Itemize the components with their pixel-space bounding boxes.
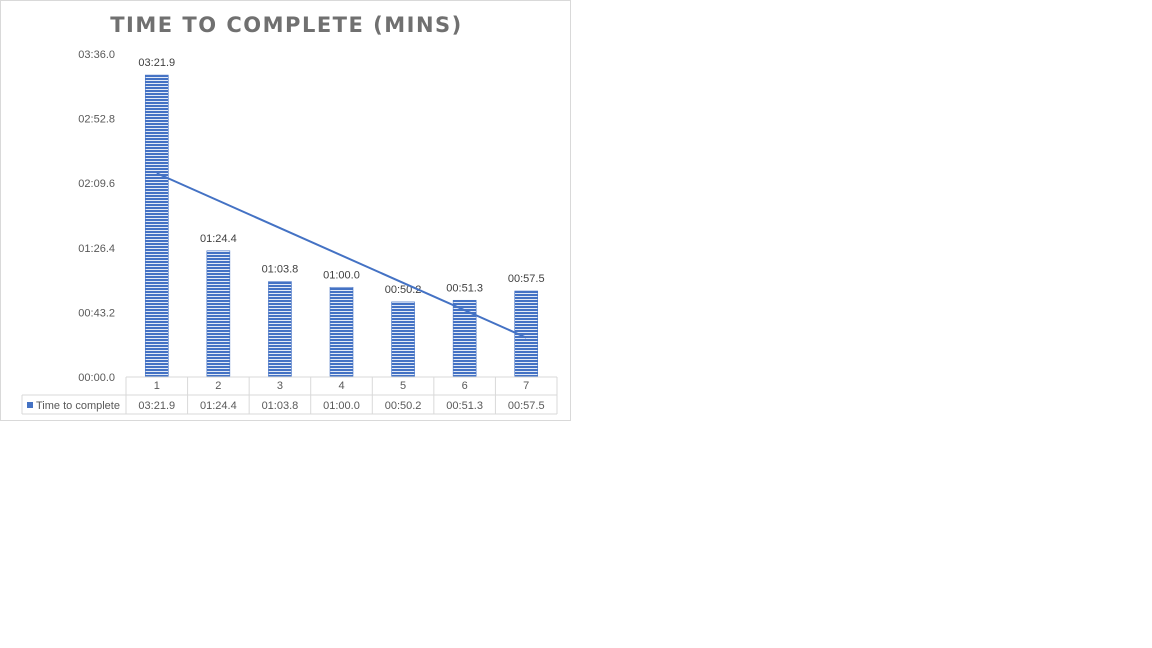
legend-key — [27, 402, 33, 408]
data-label: 01:24.4 — [200, 233, 237, 245]
table-cell: 03:21.9 — [138, 400, 175, 412]
bar — [329, 286, 354, 378]
chart-plot: 00:00.0 00:43.2 01:26.4 02:09.6 02:52.8 03:36… — [21, 49, 558, 415]
data-label: 00:57.5 — [508, 273, 545, 285]
data-label: 03:21.9 — [138, 57, 175, 69]
table-cell: 00:51.3 — [446, 400, 483, 412]
x-tick-label: 7 — [523, 380, 529, 392]
bar — [144, 74, 169, 378]
chart-title: TIME TO COMPLETE (MINS) — [110, 13, 463, 37]
data-label: 01:00.0 — [323, 269, 360, 281]
data-label: 00:50.2 — [385, 284, 422, 296]
y-tick-label: 00:00.0 — [78, 372, 115, 384]
legend-label: Time to complete — [36, 400, 120, 412]
x-tick-label: 2 — [215, 380, 221, 392]
table-cell: 01:03.8 — [262, 400, 299, 412]
bar — [206, 250, 231, 378]
data-labels: 03:21.9 01:24.4 01:03.8 01:00.0 00:50.2 00:51… — [138, 57, 544, 296]
x-tick-label: 6 — [462, 380, 468, 392]
y-tick-label: 01:26.4 — [78, 243, 115, 255]
x-tick-label: 5 — [400, 380, 406, 392]
table-cell: 01:24.4 — [200, 400, 237, 412]
data-label: 00:51.3 — [446, 282, 483, 294]
y-tick-label: 00:43.2 — [78, 307, 115, 319]
x-tick-label: 3 — [277, 380, 283, 392]
trendline-group — [156, 172, 527, 339]
bar-series — [144, 74, 539, 378]
bar — [452, 299, 477, 378]
table-cell: 01:00.0 — [323, 400, 360, 412]
x-tick-label: 4 — [338, 380, 344, 392]
x-tick-label: 1 — [154, 380, 160, 392]
y-tick-label: 03:36.0 — [78, 49, 115, 61]
y-tick-label: 02:52.8 — [78, 114, 115, 126]
bar — [268, 281, 292, 378]
data-label: 01:03.8 — [262, 264, 299, 276]
table-cell: 00:50.2 — [385, 400, 422, 412]
data-table: 1 03:21.9 2 01:24.4 3 01:03.8 4 01:00.0 5 00:50.2… — [21, 376, 558, 415]
table-cell: 00:57.5 — [508, 400, 545, 412]
bar — [391, 301, 415, 378]
trendline — [156, 172, 527, 339]
y-tick-label: 02:09.6 — [78, 178, 115, 190]
y-axis: 00:00.0 00:43.2 01:26.4 02:09.6 02:52.8 03:36… — [78, 49, 115, 384]
